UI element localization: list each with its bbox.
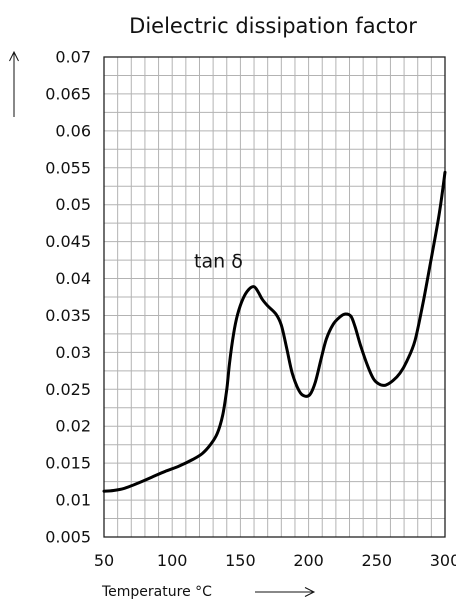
y-tick-label: 0.035 <box>45 306 91 325</box>
y-tick-label: 0.05 <box>55 195 91 214</box>
y-tick-label: 0.06 <box>55 121 91 140</box>
y-tick-label: 0.02 <box>55 417 91 436</box>
y-tick-label: 0.065 <box>45 84 91 103</box>
y-axis-arrow <box>9 50 19 117</box>
annotation-label: tan δ <box>194 250 243 272</box>
y-tick-label: 0.07 <box>55 48 91 67</box>
y-tick-label: 0.045 <box>45 232 91 251</box>
x-axis-ticks: 50 100 150 200 250 300 <box>94 551 456 570</box>
x-tick-label: 250 <box>362 551 393 570</box>
y-tick-label: 0.015 <box>45 454 91 473</box>
annotation-layer: tan δ <box>194 250 243 272</box>
y-axis-ticks: 0.005 0.01 0.015 0.02 0.025 0.03 0.035 0.04 0.04… <box>45 48 91 547</box>
y-tick-label: 0.055 <box>45 158 91 177</box>
grid <box>103 56 446 538</box>
x-tick-label: 300 <box>430 551 456 570</box>
x-tick-label: 200 <box>293 551 324 570</box>
x-tick-label: 100 <box>157 551 188 570</box>
y-tick-label: 0.01 <box>55 491 91 510</box>
x-axis-arrow <box>255 587 316 597</box>
y-tick-label: 0.025 <box>45 380 91 399</box>
x-tick-label: 50 <box>94 551 114 570</box>
y-tick-label: 0.005 <box>45 528 91 547</box>
series-line-tan-delta <box>102 170 447 493</box>
plot-frame <box>103 56 446 538</box>
y-tick-label: 0.03 <box>55 343 91 362</box>
y-tick-label: 0.04 <box>55 269 91 288</box>
x-axis-label: Temperature °C <box>101 584 212 600</box>
series-layer <box>102 170 447 493</box>
chart-title: Dielectric dissipation factor <box>129 14 417 38</box>
x-tick-label: 150 <box>225 551 256 570</box>
